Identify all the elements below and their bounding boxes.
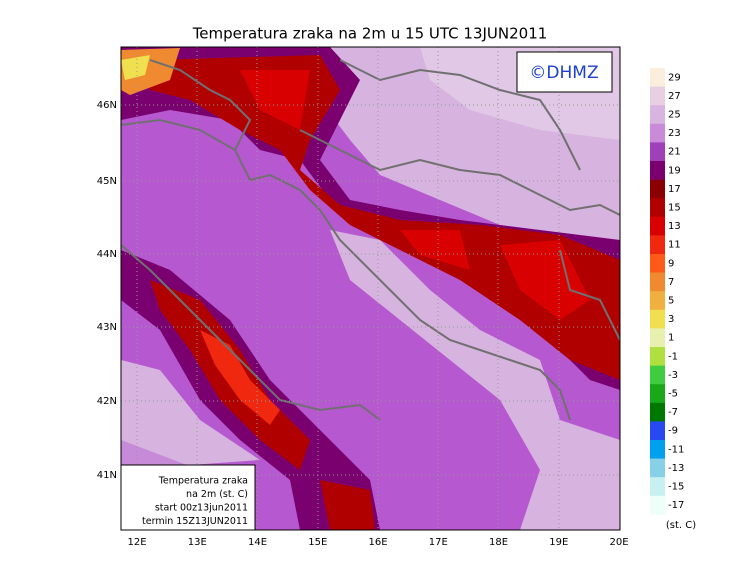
colorbar-swatch <box>650 347 665 366</box>
colorbar-swatch <box>650 421 665 441</box>
colorbar-label: 27 <box>668 91 681 102</box>
colorbar-swatch <box>650 309 665 329</box>
lon-label: 13E <box>188 537 207 548</box>
colorbar-swatch <box>650 458 665 478</box>
colorbar-swatch <box>650 291 665 311</box>
lat-label: 44N <box>97 249 117 260</box>
lat-label: 41N <box>97 470 117 481</box>
colorbar-swatch <box>650 384 665 404</box>
colorbar-swatch <box>650 365 665 385</box>
colorbar-label: -9 <box>668 426 678 437</box>
info-line: start 00z13jun2011 <box>155 503 248 514</box>
lon-label: 14E <box>248 537 267 548</box>
colorbar-label: 5 <box>668 296 674 307</box>
lat-labels: 46N 45N 44N 43N 42N 41N <box>97 100 117 481</box>
colorbar-swatch <box>650 477 665 497</box>
colorbar-unit: (st. C) <box>666 520 696 531</box>
colorbar-swatch <box>650 216 665 236</box>
colorbar: 29 27 25 23 21 19 17 15 13 11 9 7 5 3 1 -1 -3 -5 -7 -9 -11 -1… <box>650 68 696 531</box>
lon-label: 16E <box>368 537 387 548</box>
colorbar-swatch <box>650 68 665 87</box>
info-lines: Temperatura zraka na 2m (st. C) start 00z1… <box>142 476 248 528</box>
colorbar-label: 25 <box>668 110 681 121</box>
colorbar-swatch <box>650 235 665 255</box>
colorbar-label: 7 <box>668 277 674 288</box>
lon-label: 19E <box>549 537 568 548</box>
colorbar-label: -15 <box>668 482 684 493</box>
colorbar-label: -13 <box>668 463 684 474</box>
colorbar-swatch <box>650 254 665 273</box>
colorbar-swatch <box>650 198 665 218</box>
info-line: na 2m (st. C) <box>186 489 248 500</box>
map-frame <box>120 46 621 531</box>
colorbar-label: -17 <box>668 500 684 511</box>
colorbar-swatch <box>650 272 665 292</box>
lon-label: 15E <box>308 537 327 548</box>
colorbar-swatch <box>650 142 665 162</box>
colorbar-swatch <box>650 402 665 422</box>
colorbar-swatch <box>650 105 665 125</box>
lon-label: 20E <box>609 537 628 548</box>
colorbar-label: 9 <box>668 258 674 269</box>
colorbar-label: -7 <box>668 407 678 418</box>
info-box <box>120 464 256 531</box>
lon-label: 17E <box>429 537 448 548</box>
colorbar-label: -3 <box>668 370 678 381</box>
colorbar-label: 17 <box>668 184 681 195</box>
colorbar-swatch <box>650 123 665 143</box>
colorbar-swatch <box>650 328 665 348</box>
copyright: ©DHMZ <box>529 63 598 83</box>
colorbar-label: -11 <box>668 444 684 455</box>
lat-label: 46N <box>97 100 117 111</box>
colorbar-label: 19 <box>668 165 681 176</box>
colorbar-label: 3 <box>668 314 674 325</box>
colorbar-label: -1 <box>668 351 678 362</box>
colorbar-label: -5 <box>668 389 678 400</box>
colorbar-swatch <box>650 440 665 459</box>
colorbar-swatch <box>650 179 665 199</box>
colorbar-label: 13 <box>668 221 681 232</box>
lat-label: 45N <box>97 176 117 187</box>
colorbar-swatch <box>650 86 665 106</box>
colorbar-label: 23 <box>668 128 681 139</box>
colorbar-swatch <box>650 161 665 180</box>
colorbar-label: 29 <box>668 72 681 83</box>
temperature-field <box>121 47 620 530</box>
map-title: Temperatura zraka na 2m u 15 UTC 13JUN20… <box>192 25 548 43</box>
lon-label: 18E <box>489 537 508 548</box>
colorbar-label: 21 <box>668 147 681 158</box>
lon-labels: 12E 13E 14E 15E 16E 17E 18E 19E 20E <box>127 537 628 548</box>
lon-label: 12E <box>127 537 146 548</box>
lat-label: 43N <box>97 322 117 333</box>
colorbar-label: 1 <box>668 333 674 344</box>
info-line: termin 15Z13JUN2011 <box>142 516 248 527</box>
colorbar-swatch <box>650 495 665 515</box>
lat-label: 42N <box>97 396 117 407</box>
colorbar-label: 11 <box>668 240 681 251</box>
colorbar-label: 15 <box>668 203 681 214</box>
copyright-box <box>516 51 613 93</box>
info-line: Temperatura zraka <box>158 476 248 487</box>
